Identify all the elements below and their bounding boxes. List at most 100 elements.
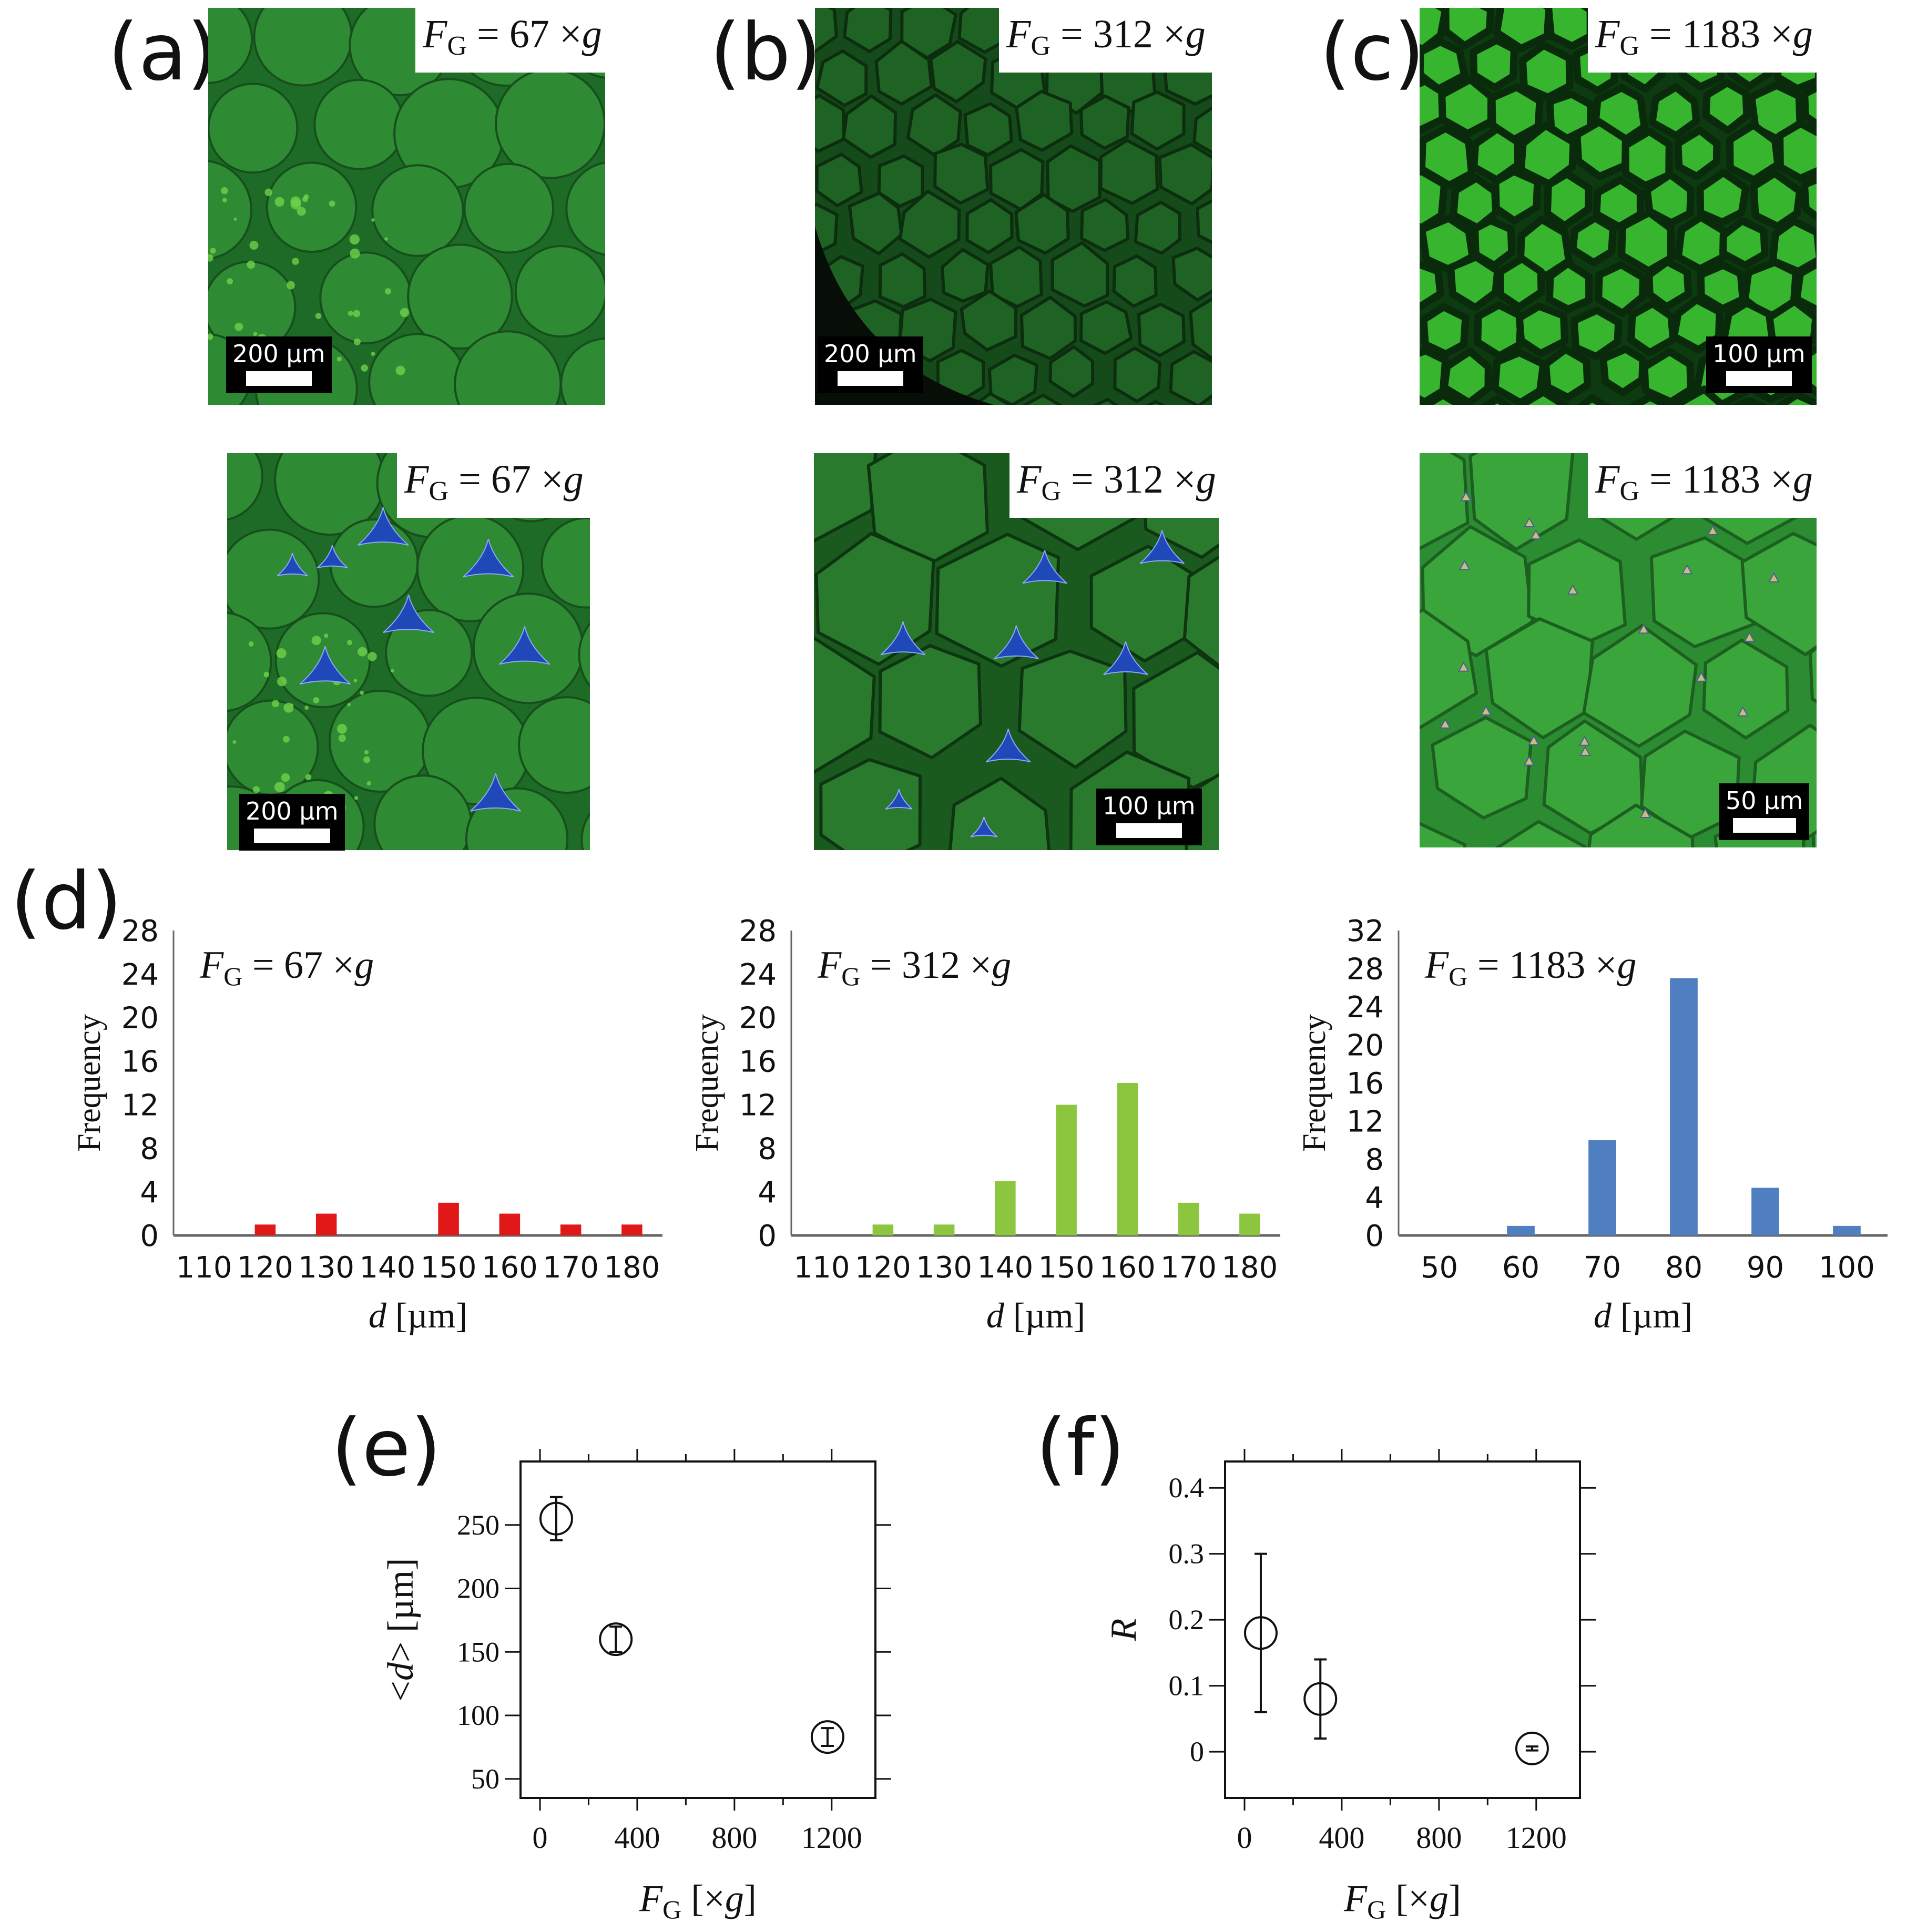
data-point — [1515, 1731, 1549, 1765]
y-tick-label: 32 — [1347, 914, 1384, 948]
y-tick-label: 200 — [457, 1573, 499, 1604]
chart-annotation: FG = 67 ×g — [199, 944, 374, 991]
x-axis-label: d [µm] — [1594, 1295, 1692, 1335]
micrograph-label: FG = 67 ×g — [415, 8, 609, 73]
chart-annotation: FG = 1183 ×g — [1424, 944, 1637, 991]
histogram-bar — [499, 1213, 521, 1235]
y-tick-label: 28 — [121, 914, 159, 948]
histogram-bar — [254, 1224, 276, 1235]
x-tick-label: 110 — [176, 1251, 232, 1285]
scale-bar: 200 µm — [226, 336, 332, 393]
y-tick-label: 4 — [758, 1175, 777, 1210]
y-tick-label: 0 — [758, 1219, 777, 1253]
histogram-bar — [1239, 1213, 1260, 1235]
panel-label-a: (a) — [108, 7, 218, 98]
y-tick-label: 20 — [1347, 1029, 1384, 1063]
y-tick-label: 20 — [121, 1001, 159, 1036]
y-tick-label: 16 — [739, 1045, 777, 1079]
mean-diameter-plot: 0 400 800 1200 50 100 150 200 250 FG [×g] <d> [µm] — [381, 1449, 891, 1924]
x-tick-label: 0 — [532, 1821, 547, 1855]
plot-frame — [519, 1460, 876, 1799]
histogram-67g: 0 4 8 12 16 20 24 28 110 120 130 140 150 160 170 180 d [… — [72, 914, 662, 1335]
x-tick-label: 1200 — [1506, 1821, 1567, 1855]
histogram-bar — [1751, 1188, 1779, 1235]
x-tick-label: 60 — [1502, 1251, 1539, 1285]
x-tick-label: 70 — [1584, 1251, 1621, 1285]
histogram-bar — [1507, 1225, 1535, 1235]
y-axis-label: R — [1104, 1619, 1144, 1642]
y-tick-label: 28 — [739, 914, 777, 948]
x-tick-label: 80 — [1665, 1251, 1702, 1285]
data-point — [1243, 1616, 1278, 1650]
y-tick-label: 0 — [1190, 1736, 1204, 1767]
y-tick-label: 0.4 — [1169, 1472, 1205, 1504]
x-tick-label: 800 — [711, 1821, 757, 1855]
x-tick-label: 0 — [1237, 1821, 1252, 1855]
x-axis-label: FG [×g] — [639, 1877, 757, 1924]
x-tick-label: 160 — [1099, 1251, 1156, 1285]
x-tick-label: 1200 — [801, 1821, 862, 1855]
y-tick-label: 0.2 — [1169, 1604, 1205, 1635]
y-tick-label: 0.1 — [1169, 1670, 1205, 1702]
x-tick-label: 130 — [916, 1251, 972, 1285]
y-tick-label: 0 — [1365, 1219, 1384, 1253]
y-tick-label: 4 — [1365, 1181, 1384, 1215]
micrograph-label: FG = 312 ×g — [1009, 453, 1223, 518]
y-tick-label: 4 — [140, 1175, 159, 1210]
y-tick-label: 100 — [457, 1700, 499, 1731]
y-tick-label: 150 — [457, 1636, 499, 1668]
data-point — [810, 1720, 844, 1754]
micrograph-label: FG = 1183 ×g — [1588, 453, 1820, 518]
x-tick-label: 400 — [614, 1821, 660, 1855]
data-point — [539, 1501, 573, 1536]
scale-bar: 100 µm — [1706, 336, 1812, 393]
x-axis-label: d [µm] — [986, 1295, 1085, 1335]
y-axis-label: Frequency — [72, 1014, 107, 1152]
histogram-bar — [1588, 1140, 1616, 1235]
histogram-bar — [995, 1181, 1016, 1235]
histogram-312g: 0 4 8 12 16 20 24 28 110 120 130 140 150 160 170 180 d [… — [689, 914, 1280, 1335]
y-tick-label: 250 — [457, 1509, 499, 1541]
x-tick-label: 150 — [1038, 1251, 1095, 1285]
x-tick-label: 100 — [1819, 1251, 1875, 1285]
x-tick-label: 140 — [359, 1251, 415, 1285]
x-tick-label: 150 — [421, 1251, 477, 1285]
y-tick-label: 8 — [140, 1132, 159, 1166]
y-tick-label: 12 — [1347, 1105, 1384, 1139]
x-tick-label: 90 — [1747, 1251, 1784, 1285]
y-tick-label: 12 — [739, 1088, 777, 1122]
histogram-bar — [933, 1224, 955, 1235]
histogram-bar — [1178, 1202, 1199, 1235]
x-tick-label: 140 — [977, 1251, 1033, 1285]
x-tick-label: 400 — [1319, 1821, 1364, 1855]
micrograph-label: FG = 1183 ×g — [1588, 8, 1820, 73]
x-axis-label: FG [×g] — [1343, 1877, 1461, 1924]
scale-bar: 200 µm — [239, 794, 345, 851]
data-point — [599, 1622, 633, 1657]
micrograph-label: FG = 67 ×g — [397, 453, 591, 518]
micrograph-c-top — [1420, 8, 1817, 405]
panel-label-d: (d) — [11, 856, 123, 947]
histogram-bar — [621, 1224, 643, 1235]
histogram-bar — [560, 1224, 582, 1235]
panel-label-b: (b) — [710, 7, 822, 98]
y-tick-label: 28 — [1347, 953, 1384, 987]
x-tick-label: 180 — [604, 1251, 660, 1285]
y-axis-label: Frequency — [1297, 1014, 1332, 1152]
x-tick-label: 800 — [1416, 1821, 1462, 1855]
x-tick-label: 130 — [298, 1251, 354, 1285]
x-tick-label: 170 — [1160, 1251, 1217, 1285]
x-tick-label: 180 — [1221, 1251, 1278, 1285]
y-tick-label: 12 — [121, 1088, 159, 1122]
histogram-bar — [1670, 978, 1698, 1235]
y-tick-label: 0 — [140, 1219, 159, 1253]
y-tick-label: 50 — [471, 1763, 499, 1795]
y-tick-label: 24 — [1347, 990, 1384, 1025]
ratio-r-plot: 0 400 800 1200 0 0.1 0.2 0.3 0.4 FG [×g] R — [1104, 1449, 1596, 1924]
x-tick-label: 110 — [794, 1251, 850, 1285]
y-tick-label: 16 — [1347, 1067, 1384, 1101]
y-tick-label: 8 — [758, 1132, 777, 1166]
chart-annotation: FG = 312 ×g — [817, 944, 1011, 991]
x-tick-label: 120 — [855, 1251, 911, 1285]
